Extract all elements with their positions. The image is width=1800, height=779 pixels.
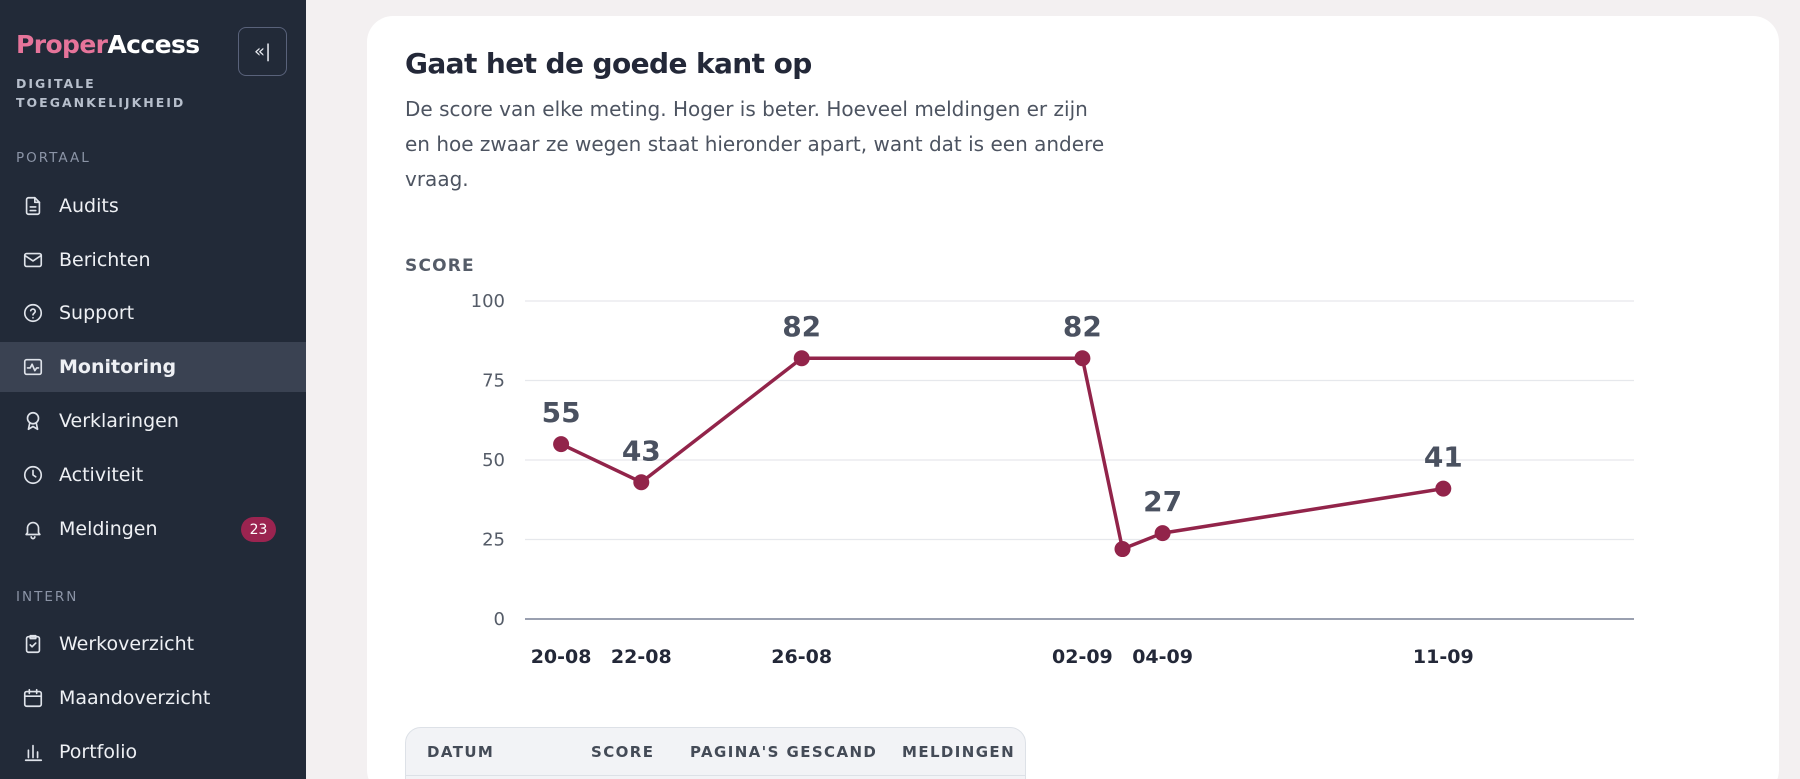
column-header-datum[interactable]: DATUM bbox=[427, 742, 495, 761]
sidebar: ProperAccess DIGITALE TOEGANKELIJKHEID «… bbox=[0, 0, 306, 779]
brand-subtitle: DIGITALE TOEGANKELIJKHEID bbox=[16, 76, 186, 110]
page-description: De score van elke meting. Hoger is beter… bbox=[405, 97, 1105, 191]
data-point bbox=[1435, 480, 1452, 497]
clock-icon bbox=[20, 462, 46, 488]
data-label: 27 bbox=[1143, 485, 1182, 518]
y-tick-label: 100 bbox=[471, 291, 505, 312]
x-tick-label: 22-08 bbox=[611, 646, 672, 668]
data-point bbox=[553, 436, 570, 453]
y-tick-label: 25 bbox=[482, 530, 505, 551]
data-label: 41 bbox=[1424, 441, 1463, 474]
collapse-icon: «| bbox=[253, 41, 272, 62]
sidebar-item-berichten[interactable]: Berichten bbox=[0, 235, 306, 285]
sidebar-item-support[interactable]: Support bbox=[0, 288, 306, 338]
sidebar-item-activiteit[interactable]: Activiteit bbox=[0, 450, 306, 500]
data-point bbox=[793, 350, 810, 367]
notification-count-badge: 23 bbox=[241, 517, 276, 542]
brand-name-part1: Proper bbox=[16, 30, 108, 59]
data-point bbox=[1154, 525, 1171, 542]
sidebar-item-label: Berichten bbox=[59, 249, 151, 271]
column-header-paginas-gescand[interactable]: PAGINA'S GESCAND bbox=[690, 742, 878, 761]
sidebar-item-maandoverzicht[interactable]: Maandoverzicht bbox=[0, 673, 306, 723]
sidebar-item-werkoverzicht[interactable]: Werkoverzicht bbox=[0, 619, 306, 669]
column-header-meldingen[interactable]: MELDINGEN bbox=[902, 742, 1016, 761]
sidebar-item-monitoring[interactable]: Monitoring bbox=[0, 342, 306, 392]
y-tick-label: 0 bbox=[494, 609, 505, 630]
score-line-chart: 0 25 50 75 100 55 20-08 43 22-08 82 26-08 82 02-09 27… bbox=[471, 291, 1634, 668]
x-tick-label: 26-08 bbox=[771, 646, 832, 668]
collapse-sidebar-button[interactable]: «| bbox=[238, 27, 287, 76]
column-header-score[interactable]: SCORE bbox=[591, 742, 655, 761]
monitoring-icon bbox=[20, 354, 46, 380]
y-tick-label: 50 bbox=[482, 450, 505, 471]
help-circle-icon bbox=[20, 300, 46, 326]
brand-name-part2: Access bbox=[107, 30, 200, 59]
sidebar-item-audits[interactable]: Audits bbox=[0, 181, 306, 231]
sidebar-item-portfolio[interactable]: Portfolio bbox=[0, 727, 306, 777]
sidebar-item-meldingen[interactable]: Meldingen 23 bbox=[0, 504, 306, 554]
page-title: Gaat het de goede kant op bbox=[405, 47, 812, 80]
data-point bbox=[1074, 350, 1091, 367]
sidebar-item-label: Portfolio bbox=[59, 741, 138, 763]
bell-icon bbox=[20, 516, 46, 542]
sidebar-item-label: Werkoverzicht bbox=[59, 633, 195, 655]
data-label: 55 bbox=[542, 396, 581, 429]
sidebar-item-label: Support bbox=[59, 302, 135, 324]
bar-chart-icon bbox=[20, 739, 46, 765]
sidebar-item-label: Monitoring bbox=[59, 356, 177, 378]
brand-logo[interactable]: ProperAccess bbox=[16, 30, 200, 59]
score-series-line bbox=[560, 356, 1444, 551]
x-tick-label: 02-09 bbox=[1052, 646, 1113, 668]
calendar-icon bbox=[20, 685, 46, 711]
section-label-portal: PORTAAL bbox=[16, 150, 91, 166]
sidebar-item-label: Verklaringen bbox=[59, 410, 179, 432]
data-label: 43 bbox=[622, 434, 661, 467]
data-point bbox=[633, 474, 650, 491]
sidebar-item-label: Audits bbox=[59, 195, 119, 217]
x-tick-label: 20-08 bbox=[531, 646, 592, 668]
document-icon bbox=[20, 193, 46, 219]
data-label: 82 bbox=[1063, 310, 1102, 343]
sidebar-item-label: Meldingen bbox=[59, 518, 158, 540]
section-label-intern: INTERN bbox=[16, 589, 79, 605]
table-header-row: DATUM SCORE PAGINA'S GESCAND MELDINGEN bbox=[406, 728, 1025, 776]
y-axis-title: SCORE bbox=[405, 256, 475, 276]
mail-icon bbox=[20, 247, 46, 273]
sidebar-item-label: Activiteit bbox=[59, 464, 144, 486]
x-tick-label: 04-09 bbox=[1132, 646, 1193, 668]
y-tick-label: 75 bbox=[482, 371, 505, 392]
measurements-table: DATUM SCORE PAGINA'S GESCAND MELDINGEN bbox=[405, 727, 1026, 779]
clipboard-check-icon bbox=[20, 631, 46, 657]
data-label: 82 bbox=[782, 310, 821, 343]
sidebar-item-verklaringen[interactable]: Verklaringen bbox=[0, 396, 306, 446]
award-icon bbox=[20, 408, 46, 434]
x-tick-label: 11-09 bbox=[1413, 646, 1474, 668]
monitoring-card: Gaat het de goede kant op De score van e… bbox=[367, 16, 1779, 779]
sidebar-item-label: Maandoverzicht bbox=[59, 687, 211, 709]
data-point bbox=[1114, 541, 1131, 558]
